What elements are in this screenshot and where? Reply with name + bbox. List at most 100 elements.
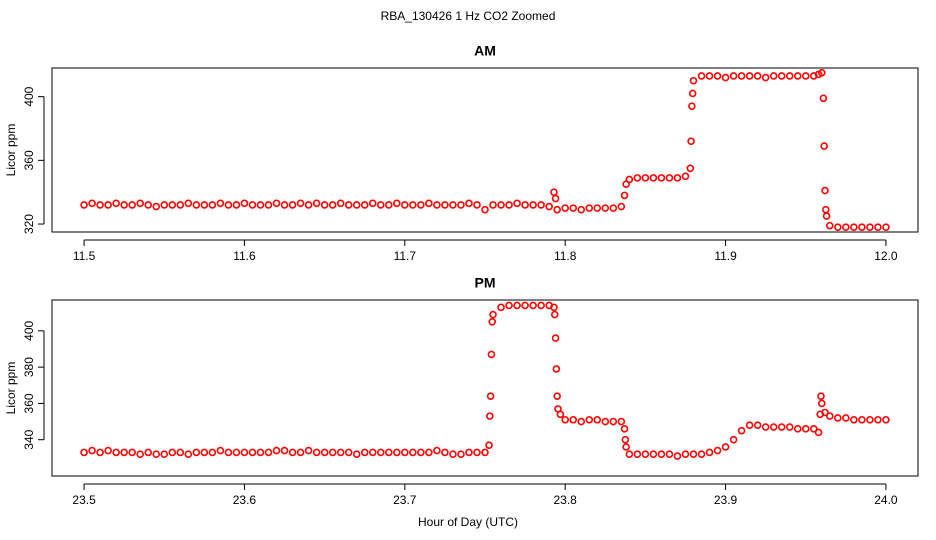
point bbox=[112, 199, 120, 208]
point bbox=[825, 412, 834, 420]
x-tick-label: 11.9 bbox=[714, 249, 737, 263]
x-tick-label: 11.5 bbox=[73, 249, 96, 263]
point bbox=[737, 72, 746, 80]
point bbox=[817, 399, 826, 408]
point bbox=[866, 415, 874, 424]
point bbox=[441, 201, 449, 209]
y-tick-label: 320 bbox=[22, 214, 36, 234]
y-tick-label: 400 bbox=[22, 86, 36, 106]
point bbox=[577, 205, 586, 214]
point bbox=[240, 199, 249, 208]
point bbox=[641, 174, 650, 182]
point bbox=[384, 448, 393, 457]
point bbox=[801, 425, 810, 433]
point bbox=[649, 174, 658, 182]
point bbox=[601, 417, 610, 426]
point bbox=[729, 435, 738, 444]
point bbox=[821, 408, 829, 417]
point bbox=[272, 199, 281, 208]
x-tick-label: 11.7 bbox=[394, 249, 417, 263]
point bbox=[336, 199, 345, 208]
point bbox=[617, 202, 626, 211]
point bbox=[537, 201, 545, 209]
point bbox=[104, 201, 112, 209]
point bbox=[136, 199, 145, 208]
point bbox=[686, 164, 695, 173]
point bbox=[577, 417, 586, 426]
point bbox=[152, 450, 161, 459]
point bbox=[128, 448, 136, 457]
point bbox=[208, 448, 217, 457]
point bbox=[328, 448, 337, 457]
point bbox=[561, 415, 569, 424]
point bbox=[842, 414, 850, 422]
point bbox=[224, 201, 233, 209]
point bbox=[785, 423, 794, 431]
point bbox=[705, 72, 714, 80]
point bbox=[80, 448, 88, 457]
point bbox=[545, 202, 553, 211]
point bbox=[128, 201, 136, 209]
point bbox=[689, 450, 698, 459]
point bbox=[625, 450, 634, 459]
point bbox=[753, 421, 762, 429]
point bbox=[817, 68, 826, 77]
point bbox=[312, 199, 321, 208]
point bbox=[280, 446, 289, 455]
point bbox=[529, 201, 537, 209]
point bbox=[556, 410, 565, 419]
point bbox=[200, 448, 209, 457]
point bbox=[344, 201, 353, 209]
point bbox=[550, 303, 558, 312]
point bbox=[673, 174, 682, 182]
point bbox=[232, 448, 241, 457]
y-tick-label: 360 bbox=[22, 393, 36, 413]
point bbox=[819, 94, 828, 103]
point bbox=[657, 450, 666, 459]
point bbox=[96, 201, 104, 209]
point bbox=[144, 201, 153, 209]
point bbox=[336, 448, 345, 457]
point bbox=[320, 448, 329, 457]
point bbox=[240, 448, 249, 457]
point bbox=[673, 452, 682, 460]
point bbox=[753, 72, 762, 80]
point bbox=[481, 448, 489, 457]
point bbox=[641, 450, 650, 459]
x-tick-label: 23.9 bbox=[714, 493, 738, 507]
point bbox=[296, 199, 305, 208]
point bbox=[688, 102, 696, 111]
point bbox=[552, 365, 561, 373]
x-tick-label: 23.6 bbox=[233, 493, 257, 507]
point bbox=[713, 446, 722, 455]
point bbox=[489, 201, 497, 209]
point bbox=[248, 201, 257, 209]
point bbox=[737, 426, 746, 435]
point bbox=[858, 223, 866, 232]
point bbox=[697, 72, 706, 80]
point bbox=[401, 201, 409, 209]
point bbox=[449, 201, 457, 209]
point bbox=[687, 137, 695, 146]
point bbox=[473, 448, 481, 457]
point bbox=[553, 205, 561, 214]
point bbox=[681, 172, 690, 181]
point bbox=[657, 174, 666, 182]
point bbox=[665, 450, 674, 459]
point bbox=[368, 199, 377, 208]
point bbox=[433, 446, 441, 455]
point bbox=[621, 435, 630, 444]
point bbox=[376, 201, 385, 209]
figure-title: RBA_130426 1 Hz CO2 Zoomed bbox=[381, 9, 556, 23]
point bbox=[441, 448, 449, 457]
point bbox=[633, 174, 642, 182]
point bbox=[874, 415, 882, 424]
point bbox=[184, 199, 193, 208]
y-axis-label: Licor ppm bbox=[4, 362, 18, 415]
point bbox=[425, 448, 433, 457]
point bbox=[360, 201, 369, 209]
point bbox=[168, 201, 177, 209]
point bbox=[585, 204, 594, 212]
point bbox=[550, 188, 558, 196]
point bbox=[793, 425, 802, 433]
